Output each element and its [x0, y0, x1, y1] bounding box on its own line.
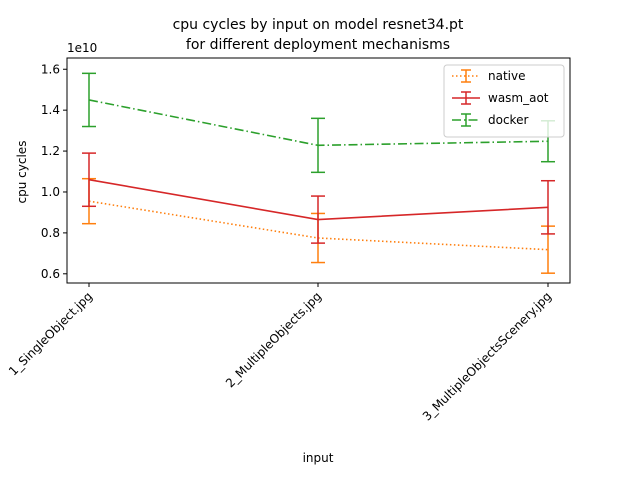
legend-box [443, 64, 565, 138]
series-line-native [88, 200, 549, 251]
x-tick-label: 2_MultipleObjects.jpg [223, 289, 324, 390]
y-tick-label: 1.4 [41, 103, 60, 117]
x-axis-label: input [303, 451, 334, 465]
y-tick-label: 0.8 [41, 226, 60, 240]
legend-label-native: native [488, 69, 525, 83]
chart-title-line-2: for different deployment mechanisms [186, 37, 450, 53]
y-tick-label: 1.0 [41, 185, 60, 199]
y-axis-label: cpu cycles [15, 141, 29, 204]
legend-label-docker: docker [488, 113, 528, 127]
y-tick-label: 1.2 [41, 144, 60, 158]
legend-label-wasm_aot: wasm_aot [488, 91, 549, 105]
x-tick-label: 1_SingleObject.jpg [6, 289, 95, 378]
y-scale-label: 1e10 [67, 41, 97, 55]
series-line-wasm_aot [88, 178, 549, 221]
y-tick-label: 0.6 [41, 267, 60, 281]
chart-title-line-1: cpu cycles by input on model resnet34.pt [173, 17, 464, 33]
series-line-docker [88, 99, 549, 147]
y-tick-label: 1.6 [41, 62, 60, 76]
x-tick-label: 3_MultipleObjectsScenery.jpg [420, 289, 554, 423]
